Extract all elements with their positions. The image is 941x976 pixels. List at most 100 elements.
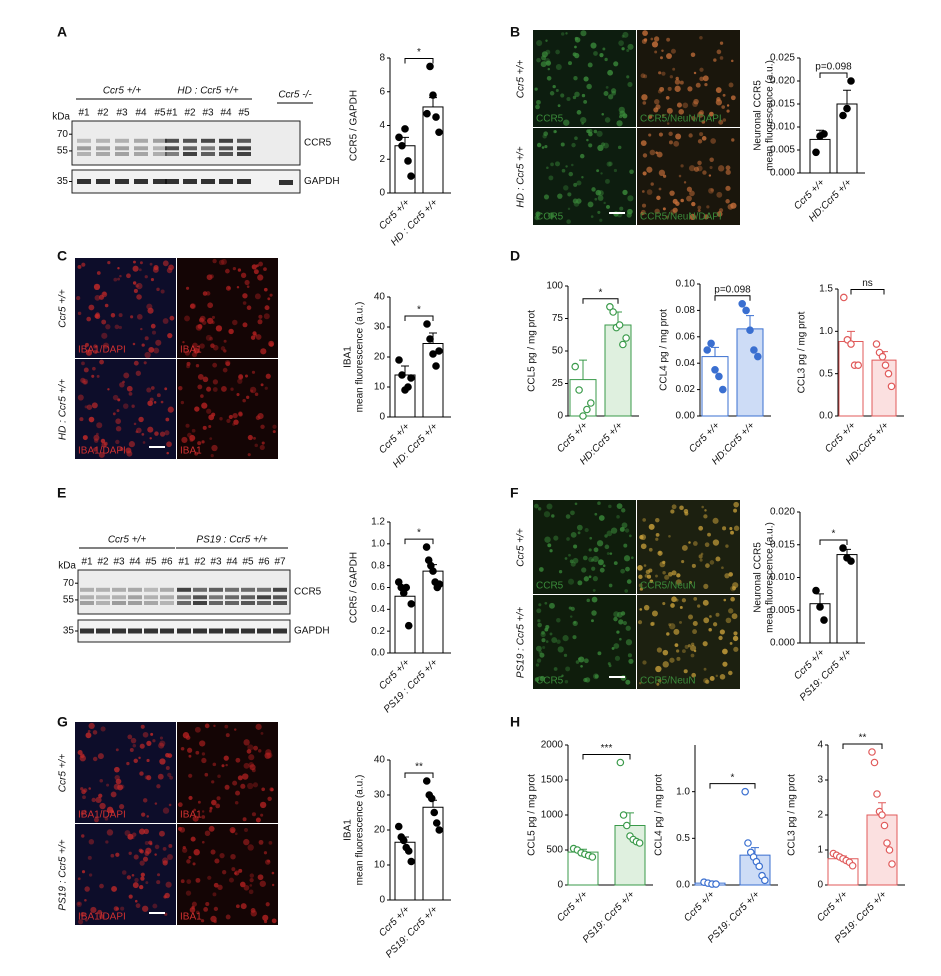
channel-label: CCR5 [536,676,564,687]
data-point [404,621,413,630]
cell [132,265,139,272]
cell [233,419,239,425]
band [112,595,126,600]
band [209,587,223,592]
cell [189,434,196,441]
cell [638,574,643,580]
cell [123,372,130,379]
cell [95,314,101,320]
cell [211,321,215,325]
lane-label: #1 [178,557,190,568]
cell [248,889,254,895]
cell [692,101,698,107]
channel-label: IBA1/DAPI [78,810,126,821]
cell [546,75,552,81]
y-tick-label: 0.015 [770,539,795,550]
cell [546,503,553,510]
cell [616,120,623,127]
cell [96,422,103,429]
cell [211,315,216,319]
cell [206,408,212,414]
data-point [887,382,896,391]
cell [617,145,622,150]
cell [185,286,190,290]
lane-label: #4 [220,108,232,119]
row-label: HD : Ccr5 +/+ [58,379,69,440]
band [96,179,110,184]
cell [271,918,277,924]
cell [604,117,611,123]
cell [574,36,579,41]
cell [613,61,619,67]
data-point [430,808,439,817]
cell [625,679,631,685]
cell [536,658,542,663]
cell [725,617,732,624]
band [77,138,91,143]
cell [646,166,653,173]
cell [107,261,111,265]
cell [688,133,693,138]
cell [166,267,173,274]
cell [112,394,119,401]
cell [209,806,213,810]
cell [565,165,568,168]
cell [669,623,676,630]
data-point [816,603,824,611]
data-point [820,616,828,624]
cell [167,854,173,860]
cell [234,872,237,875]
cell [260,731,264,735]
cell [575,660,580,664]
cell [547,543,552,548]
cell [675,76,679,81]
cell [110,313,116,318]
cell [83,380,87,385]
cell [683,181,687,184]
cell [115,418,122,425]
cell [250,908,256,913]
cell [115,852,120,857]
cell [265,749,272,756]
cell [136,314,143,320]
cell [561,674,564,677]
cell [676,656,681,661]
cell [619,114,623,119]
y-tick-label: 1.2 [371,517,385,528]
cell [621,522,628,529]
cell [719,41,724,45]
y-tick-label: 0 [557,411,563,422]
cell [692,620,698,627]
cell [257,319,263,325]
cell [204,723,210,729]
cell [191,428,196,433]
cell [550,162,554,167]
cell [91,797,96,803]
cell [142,798,148,803]
data-point [820,130,828,138]
cell [568,171,574,177]
cell [568,61,572,66]
cell [565,32,568,35]
cell [152,903,158,909]
cell [221,764,225,768]
cell [156,784,161,789]
cell [642,190,645,193]
cell [191,351,198,358]
cell [686,195,692,202]
cell [699,36,703,40]
cell [597,559,604,566]
data-point [870,758,879,767]
cell [167,753,173,758]
band [177,601,191,605]
cell [684,511,689,516]
cell [594,512,598,516]
cell [115,425,122,432]
lane-label: #1 [166,108,178,119]
cell [619,526,625,532]
data-point [395,356,403,364]
y-axis-label: CCL4 pg / mg prot [659,309,670,391]
band [153,138,167,143]
marker-label: 55 [57,146,69,157]
cell [593,51,598,56]
